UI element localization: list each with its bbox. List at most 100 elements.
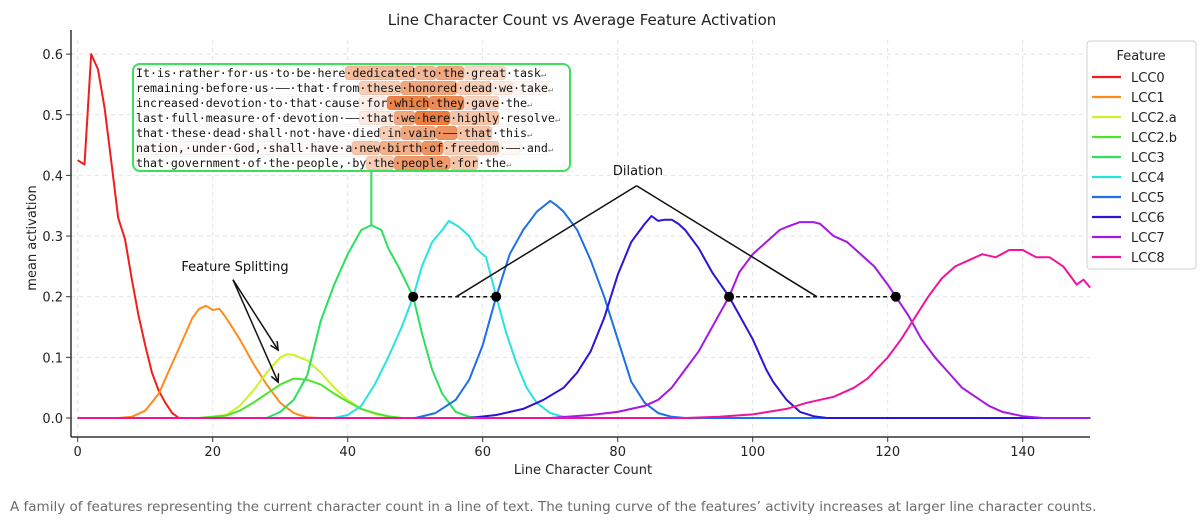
line-return-icon: ↵ [540, 70, 547, 80]
x-tick-label: 80 [609, 445, 626, 460]
inset-token: ·this [492, 126, 527, 140]
legend-label: LCC1 [1131, 91, 1165, 106]
inset-token: ·for [450, 156, 479, 170]
series-line-lcc3 [77, 224, 1091, 419]
inset-token: ·dead [457, 81, 493, 95]
inset-text-line: that·these·dead·shall·not·have·died·in·v… [136, 126, 567, 141]
legend-label: LCC2.b [1131, 131, 1177, 146]
annotation-label: Dilation [613, 164, 663, 179]
legend-label: LCC4 [1131, 171, 1165, 186]
inset-token: ·gave [464, 96, 499, 110]
line-return-icon: ↵ [505, 160, 512, 170]
inset-token: ·vain [401, 126, 437, 140]
inset-text-line: nation,·under·God,·shall·have·a·new·birt… [136, 141, 567, 156]
chart-title: Line Character Count vs Average Feature … [388, 11, 777, 29]
inset-token: ·we [492, 81, 513, 95]
inset-token: remaining·before·us·——·that·from [136, 81, 360, 95]
inset-token: ·which [387, 96, 430, 110]
inset-token: ·the [436, 66, 465, 80]
y-tick-label: 0.1 [42, 351, 63, 366]
inset-token: increased·devotion·to·that·cause [136, 96, 360, 110]
legend-label: LCC6 [1131, 211, 1165, 226]
legend: Feature LCC0 LCC1 LCC2.a LCC2.b LCC3 LCC4 LCC5… [1086, 40, 1197, 270]
inset-token: ·highly [450, 111, 500, 125]
width-marker-dot [408, 291, 419, 302]
inset-token: ·freedom [443, 141, 499, 155]
y-tick-label: 0.3 [42, 230, 63, 245]
line-return-icon: ↵ [554, 115, 561, 125]
series-line-lcc2-a [77, 353, 1091, 419]
x-tick-label: 40 [339, 445, 356, 460]
inset-token: ·for [359, 96, 388, 110]
line-return-icon: ↵ [547, 85, 554, 95]
arrowhead-icon [270, 373, 280, 384]
inset-token: ·birth [380, 141, 423, 155]
x-tick-label: 140 [1010, 445, 1035, 460]
inset-token: ·honored [401, 81, 458, 95]
inset-token: ·of [422, 141, 444, 155]
inset-token: that·government·of·the·people,·by [136, 156, 367, 170]
x-tick-label: 100 [740, 445, 765, 460]
series-line-lcc5 [77, 199, 1091, 419]
x-tick-label: 0 [74, 445, 82, 460]
inset-text-line: that·government·of·the·people,·by·the·pe… [136, 156, 567, 171]
inset-token: ·here [415, 111, 451, 125]
axes: 0 20 40 60 80 100 120 140 0.0 0.1 0.2 0.3 0.4 0.5 0.6 [42, 30, 1090, 460]
inset-token: ·new [352, 141, 381, 155]
inset-token: ·—— [499, 141, 520, 155]
inset-token: ·to [415, 66, 437, 80]
inset-token: ·the [366, 156, 395, 170]
series-line-lcc8 [77, 249, 1091, 419]
y-tick-label: 0.6 [42, 48, 63, 63]
annotation-arrow [232, 279, 279, 351]
inset-token: ·the [478, 156, 506, 170]
y-tick-label: 0.5 [42, 109, 63, 124]
y-tick-label: 0.4 [42, 169, 63, 184]
figure-caption: A family of features representing the cu… [10, 499, 1097, 515]
width-marker-dot [724, 291, 735, 302]
width-marker-dot [491, 291, 502, 302]
series-line-lcc7 [77, 221, 1091, 419]
annotation-line [636, 185, 818, 298]
inset-token: ·and [519, 141, 548, 155]
inset-token: ·we [394, 111, 416, 125]
inset-token: ·these [359, 81, 402, 95]
inset-token: ·task [505, 66, 541, 80]
x-tick-label: 20 [204, 445, 221, 460]
x-tick-label: 60 [474, 445, 491, 460]
legend-label: LCC0 [1131, 71, 1165, 86]
arrowhead-icon [270, 341, 280, 352]
series-line-lcc1 [77, 304, 1091, 419]
legend-label: LCC3 [1131, 151, 1165, 166]
inset-token: ·the [499, 96, 527, 110]
inset-token: It·is·rather·for·us·to·be·here [136, 66, 346, 80]
example-text-inset: It·is·rather·for·us·to·be·here·dedicated… [132, 63, 571, 172]
y-axis-label: mean activation [25, 185, 40, 290]
legend-label: LCC8 [1131, 251, 1165, 266]
inset-text-line: increased·devotion·to·that·cause·for·whi… [136, 96, 567, 111]
inset-text-line: remaining·before·us·——·that·from·these·h… [136, 81, 567, 96]
inset-token: ·that [457, 126, 493, 140]
inset-token: ·take [512, 81, 548, 95]
y-tick-label: 0.0 [42, 412, 63, 427]
inset-text-line: last·full·measure·of·devotion·——·that·we… [136, 111, 567, 126]
series-line-lcc4 [77, 219, 1091, 419]
x-tick-label: 120 [875, 445, 900, 460]
inset-token: ·—— [436, 126, 458, 140]
inset-token: ·resolve [499, 111, 555, 125]
line-return-icon: ↵ [526, 100, 533, 110]
inset-token: last·full·measure·of·devotion·—— [136, 111, 360, 125]
inset-token: ·dedicated [345, 66, 416, 80]
legend-label: LCC7 [1131, 231, 1165, 246]
series-line-lcc6 [77, 215, 1091, 419]
annotation-label: Feature Splitting [181, 260, 288, 275]
inset-token: ·they [429, 96, 465, 110]
y-tick-label: 0.2 [42, 291, 63, 306]
inset-text-line: It·is·rather·for·us·to·be·here·dedicated… [136, 66, 567, 81]
legend-label: LCC2.a [1131, 111, 1177, 126]
line-return-icon: ↵ [526, 130, 533, 140]
inset-token: nation,·under·God,·shall·have·a [136, 141, 353, 155]
inset-token: ·great [464, 66, 506, 80]
